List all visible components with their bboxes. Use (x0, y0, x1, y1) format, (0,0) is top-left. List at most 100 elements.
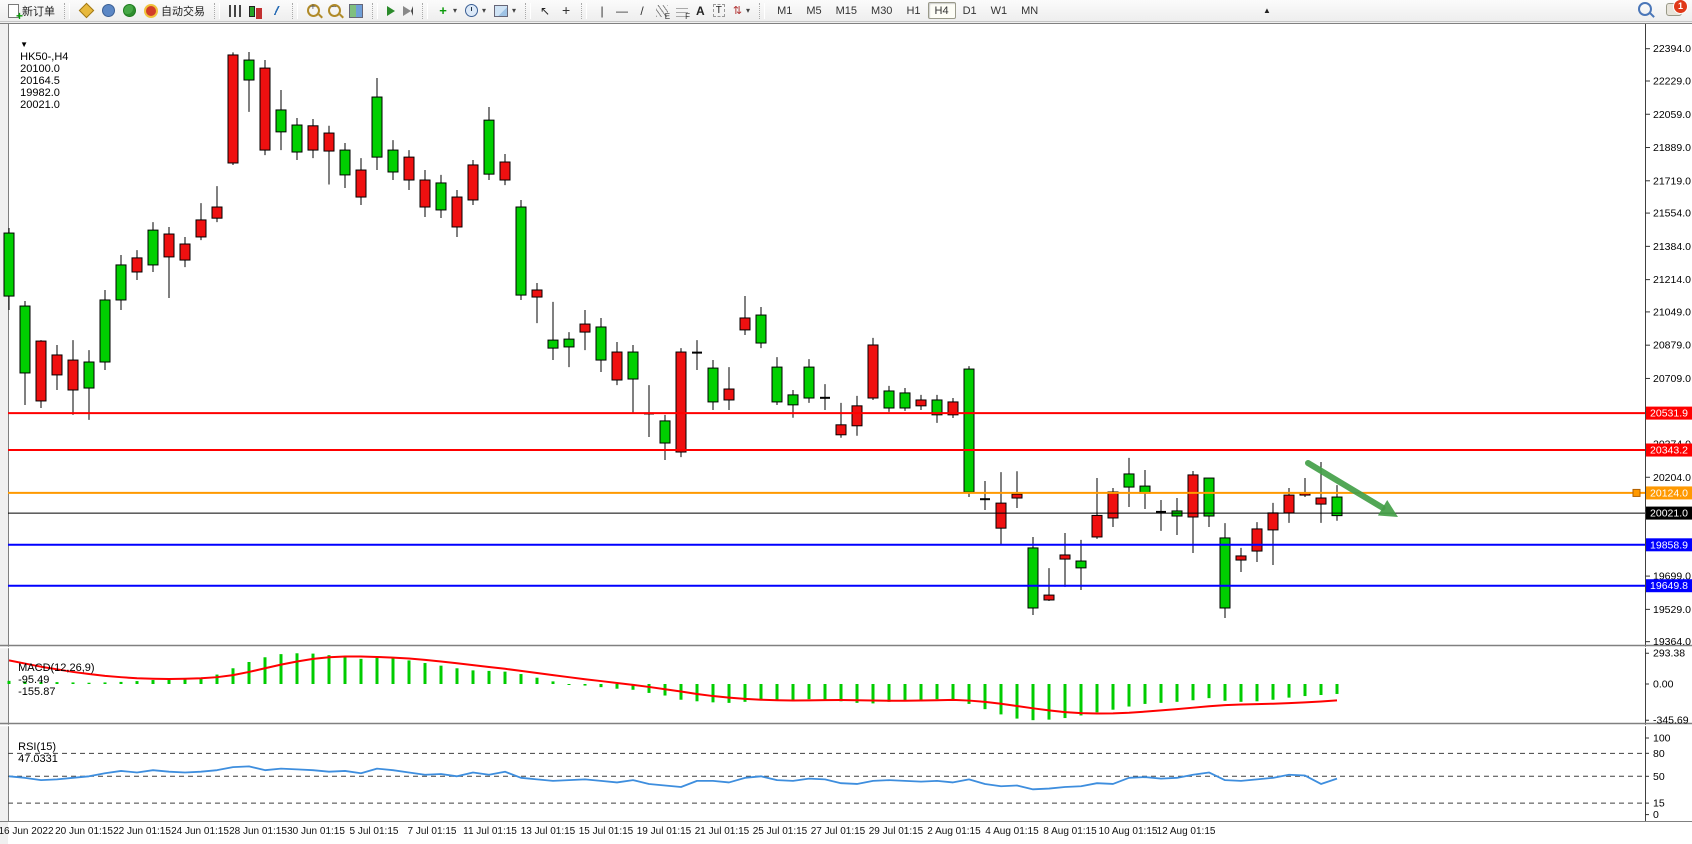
svg-text:24 Jun 01:15: 24 Jun 01:15 (171, 826, 229, 837)
timeframe-h1-button[interactable]: H1 (906, 4, 921, 17)
timeframe-m15-button[interactable]: M15 (835, 4, 858, 17)
timeframe-w1-button[interactable]: W1 (990, 4, 1008, 17)
auto-trading-label: 自动交易 (161, 5, 205, 18)
rsi-pane[interactable] (8, 752, 1645, 804)
chart-line-icon (270, 6, 283, 15)
svg-text:19858.9: 19858.9 (1650, 539, 1688, 551)
tile-windows-button[interactable] (345, 2, 367, 20)
candles-layer[interactable] (3, 52, 1343, 618)
timeframe-mn-button[interactable]: MN (1021, 4, 1039, 17)
zoom-out-button[interactable] (324, 2, 345, 20)
svg-text:12 Aug 01:15: 12 Aug 01:15 (1157, 826, 1216, 837)
templates-button[interactable]: ▾ (490, 2, 520, 20)
svg-text:27 Jul 01:15: 27 Jul 01:15 (811, 826, 866, 837)
svg-text:22229.0: 22229.0 (1653, 75, 1691, 87)
chat-icon[interactable]: 1 (1666, 0, 1688, 16)
svg-text:22394.0: 22394.0 (1653, 43, 1691, 55)
zoom-in-button[interactable] (303, 2, 324, 20)
arrows-button[interactable]: ⇅ ▾ (729, 2, 754, 20)
equidistant-channel-button[interactable] (652, 2, 672, 21)
periods-caret-icon[interactable]: ▾ (482, 6, 487, 15)
fibonacci-button[interactable] (672, 2, 692, 21)
chart-candlesticks-icon (249, 6, 255, 17)
text-label-button[interactable]: T (709, 2, 729, 20)
chart-bars-icon (229, 4, 241, 17)
svg-text:0: 0 (1653, 809, 1659, 821)
price-axis: 22394.0 22229.0 22059.0 21889.0 21719.0 21554… (1645, 43, 1691, 648)
fibonacci-icon (676, 4, 690, 21)
timeframe-h4-button[interactable]: H4 (927, 2, 956, 19)
timeframe-m1-button[interactable]: M1 (777, 4, 793, 17)
toolbar-separator (422, 2, 428, 19)
svg-text:21214.0: 21214.0 (1653, 274, 1691, 286)
rsi-value: 47.0331 (18, 753, 58, 765)
timeframe-d1-button[interactable]: D1 (962, 4, 977, 17)
svg-text:20204.0: 20204.0 (1653, 472, 1691, 484)
auto-scroll-icon (387, 5, 395, 16)
trend-arrow-annotation[interactable] (1305, 460, 1398, 517)
chart-bars-button[interactable] (225, 2, 245, 20)
svg-text:13 Jul 01:15: 13 Jul 01:15 (521, 826, 576, 837)
svg-text:20879.0: 20879.0 (1653, 340, 1691, 352)
data-window-icon (102, 4, 115, 17)
svg-text:21049.0: 21049.0 (1653, 306, 1691, 318)
trendline-button[interactable]: / (632, 2, 652, 20)
new-order-button[interactable]: 新订单 (4, 2, 59, 23)
indicators-caret-icon[interactable]: ▾ (453, 6, 458, 15)
svg-text:7 Jul 01:15: 7 Jul 01:15 (408, 826, 457, 837)
chart-plot-background[interactable] (8, 24, 1692, 844)
text-icon: A (696, 3, 705, 18)
horizontal-line-button[interactable]: — (612, 2, 632, 20)
svg-text:50: 50 (1653, 771, 1665, 783)
cursor-button[interactable]: ↖ (536, 2, 556, 20)
chevron-down-icon[interactable]: ▼ (20, 40, 29, 49)
rsi-title: RSI(15) (18, 741, 57, 753)
svg-text:25 Jul 01:15: 25 Jul 01:15 (753, 826, 808, 837)
chart-candlesticks-button[interactable] (245, 2, 266, 20)
navigator-button[interactable] (119, 2, 140, 20)
date-axis: 16 Jun 2022 20 Jun 01:15 22 Jun 01:15 24 Ju… (0, 826, 1216, 837)
line-handle[interactable] (1632, 488, 1641, 497)
svg-text:21889.0: 21889.0 (1653, 142, 1691, 154)
trendline-icon: / (640, 3, 644, 18)
tile-windows-icon (349, 3, 363, 18)
svg-text:15: 15 (1653, 798, 1665, 810)
templates-caret-icon[interactable]: ▾ (512, 6, 517, 15)
vertical-line-button[interactable]: | (592, 2, 612, 20)
svg-text:22 Jun 01:15: 22 Jun 01:15 (113, 826, 171, 837)
auto-scroll-button[interactable] (383, 2, 399, 20)
svg-text:28 Jun 01:15: 28 Jun 01:15 (229, 826, 287, 837)
horizontal-level-lines[interactable] (8, 412, 1645, 587)
svg-text:20709.0: 20709.0 (1653, 373, 1691, 385)
macd-pane[interactable] (7, 653, 1339, 721)
svg-text:19 Jul 01:15: 19 Jul 01:15 (637, 826, 692, 837)
svg-text:19364.0: 19364.0 (1653, 636, 1691, 648)
arrows-icon: ⇅ (732, 5, 743, 17)
search-icon[interactable] (1638, 2, 1652, 16)
svg-text:21 Jul 01:15: 21 Jul 01:15 (695, 826, 750, 837)
arrows-caret-icon[interactable]: ▾ (746, 6, 751, 15)
chart-line-button[interactable] (266, 2, 287, 20)
timeframe-m5-button[interactable]: M5 (806, 4, 822, 17)
indicators-button[interactable]: + ▾ (433, 2, 461, 20)
notification-badge: 1 (1673, 0, 1688, 14)
toolbar-overflow-icon[interactable]: ▲ (1263, 6, 1271, 15)
toolbar-separator (525, 2, 532, 19)
svg-text:19529.0: 19529.0 (1653, 604, 1691, 616)
periods-button[interactable]: ▾ (461, 2, 490, 20)
auto-trading-button[interactable]: 自动交易 (140, 2, 209, 20)
svg-text:10 Aug 01:15: 10 Aug 01:15 (1099, 826, 1158, 837)
timeframe-m30-button[interactable]: M30 (871, 4, 893, 17)
rsi-indicator-label: RSI(15) 47.0331 (12, 729, 58, 765)
svg-text:22059.0: 22059.0 (1653, 109, 1691, 121)
svg-text:2 Aug 01:15: 2 Aug 01:15 (927, 826, 981, 837)
svg-text:5 Jul 01:15: 5 Jul 01:15 (350, 826, 399, 837)
horizontal-line-icon: — (616, 3, 629, 18)
crosshair-button[interactable]: + (556, 2, 576, 20)
chart-shift-button[interactable] (399, 2, 417, 20)
data-window-button[interactable] (98, 2, 119, 20)
text-button[interactable]: A (692, 2, 709, 20)
zoom-in-icon (307, 2, 320, 17)
macd-indicator-label: MACD(12,26,9) -95.49 -155.87 (12, 650, 94, 698)
